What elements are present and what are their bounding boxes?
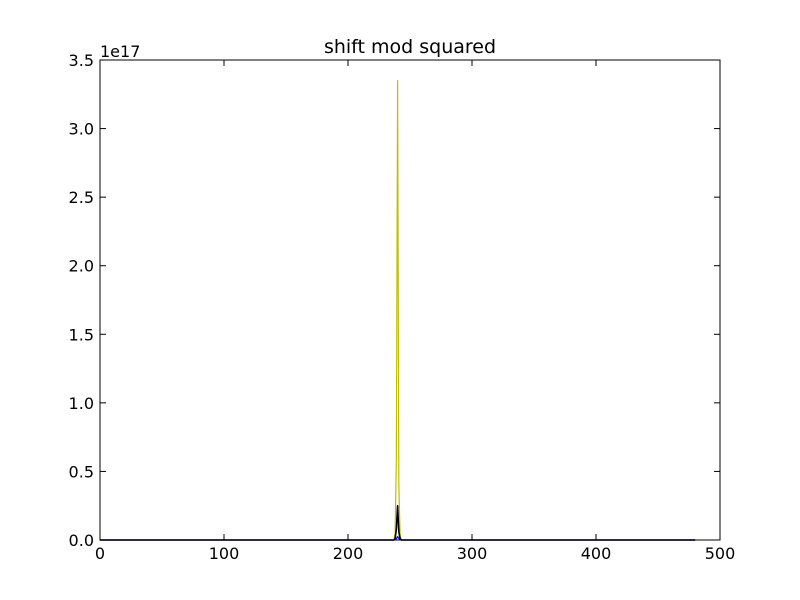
x-tick-label: 500 bbox=[705, 544, 736, 563]
plot-frame bbox=[99, 59, 721, 541]
x-tick-label: 300 bbox=[457, 544, 488, 563]
x-tick-label: 400 bbox=[581, 544, 612, 563]
x-tick-label: 0 bbox=[95, 544, 105, 563]
y-tick-label: 2.5 bbox=[69, 188, 94, 207]
series-layer bbox=[100, 79, 696, 541]
y-tick-label: 3.0 bbox=[69, 120, 94, 139]
ticks-layer: 0 100 200 300 400 500 0.0 0.5 1.0 1.5 2.0 2.5 3.0 3.5 bbox=[69, 51, 736, 563]
series-line-1 bbox=[100, 79, 696, 541]
series-line-3 bbox=[100, 535, 696, 541]
x-tick-label: 100 bbox=[209, 544, 240, 563]
y-offset-label: 1e17 bbox=[100, 42, 140, 61]
y-tick-label: 2.0 bbox=[69, 257, 94, 276]
y-tick-label: 0.5 bbox=[69, 462, 94, 481]
y-tick-label: 0.0 bbox=[69, 531, 94, 550]
series-line-2 bbox=[100, 504, 696, 541]
y-tick-label: 1.0 bbox=[69, 394, 94, 413]
y-tick-label: 1.5 bbox=[69, 325, 94, 344]
y-tick-label: 3.5 bbox=[69, 51, 94, 70]
chart-title: shift mod squared bbox=[324, 36, 496, 58]
x-tick-label: 200 bbox=[333, 544, 364, 563]
